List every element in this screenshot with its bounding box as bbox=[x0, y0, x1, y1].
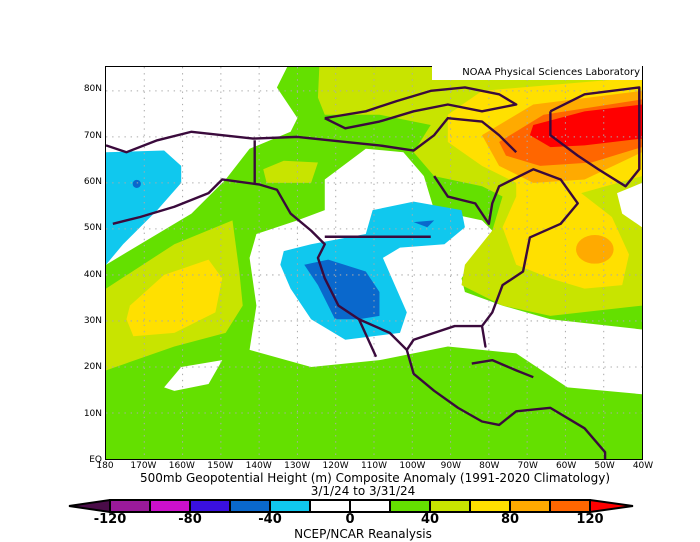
fill-white-northpacific bbox=[106, 67, 298, 265]
colorbar-label: 80 bbox=[500, 512, 520, 527]
colorbar-swatch bbox=[149, 499, 191, 513]
colorbar-low-arrow bbox=[68, 499, 111, 513]
x-tick-label: 100W bbox=[399, 461, 426, 471]
x-tick-label: 120W bbox=[322, 461, 349, 471]
y-tick-label: 60N bbox=[83, 176, 102, 187]
x-tick-label: 70W bbox=[517, 461, 538, 471]
colorbar-label: -40 bbox=[258, 512, 282, 527]
x-tick-label: 50W bbox=[594, 461, 615, 471]
x-tick-label: 110W bbox=[360, 461, 388, 471]
colorbar-swatch bbox=[429, 499, 471, 513]
colorbar-swatch bbox=[309, 499, 351, 513]
colorbar-swatch bbox=[269, 499, 311, 513]
y-tick-label: 40N bbox=[83, 269, 102, 280]
colorbar-label: -80 bbox=[178, 512, 202, 527]
x-tick-label: 80W bbox=[479, 461, 500, 471]
fill-red-greenland bbox=[529, 104, 642, 148]
contour-map bbox=[105, 67, 643, 459]
fill-orange-newfoundland bbox=[576, 235, 614, 264]
coast-alaska-arctic bbox=[105, 116, 518, 154]
colorbar-swatch bbox=[549, 499, 591, 513]
x-tick-label: 170W bbox=[130, 461, 157, 471]
x-tick-label: 90W bbox=[440, 461, 462, 471]
colorbar-swatch bbox=[469, 499, 511, 513]
coast-cuba bbox=[471, 358, 534, 379]
colorbar-swatch bbox=[109, 499, 151, 513]
colorbar-label: 0 bbox=[345, 512, 355, 527]
colorbar-label: 40 bbox=[420, 512, 440, 527]
fill-white-hawaii bbox=[164, 360, 223, 391]
fill-blue-bering bbox=[132, 179, 141, 189]
data-source: NCEP/NCAR Reanalysis bbox=[294, 527, 432, 541]
coast-mexico-central-america bbox=[358, 318, 607, 459]
map-title: 500mb Geopotential Height (m) Composite … bbox=[139, 471, 610, 485]
y-tick-label: 80N bbox=[83, 84, 102, 95]
colorbar-label: -120 bbox=[93, 512, 127, 527]
colorbar-label: 120 bbox=[576, 512, 604, 527]
fill-yellowgreen-yukon bbox=[263, 160, 318, 183]
coast-greenland bbox=[549, 86, 641, 188]
y-tick-label: 30N bbox=[83, 315, 102, 326]
x-tick-label: 140W bbox=[245, 461, 272, 471]
colorbar-swatch bbox=[349, 499, 391, 513]
y-tick-label: EQ bbox=[89, 455, 102, 465]
coast-aleutians bbox=[112, 178, 378, 358]
colorbar bbox=[68, 499, 634, 513]
y-tick-label: 70N bbox=[83, 130, 102, 141]
x-tick-label: 40W bbox=[632, 461, 654, 471]
colorbar-swatch bbox=[189, 499, 231, 513]
credit-label: NOAA Physical Sciences Laboratory bbox=[432, 66, 642, 80]
y-tick-label: 10N bbox=[83, 408, 102, 419]
fill-cyan-bering bbox=[106, 150, 182, 265]
colorbar-high-arrow bbox=[589, 499, 634, 513]
fill-blue-plains bbox=[413, 220, 435, 228]
coastlines bbox=[105, 86, 641, 459]
x-tick-label: 130W bbox=[284, 461, 311, 471]
x-tick-label: 60W bbox=[555, 461, 577, 471]
date-range: 3/1/24 to 3/31/24 bbox=[310, 484, 416, 498]
fill-white-labrador-sea bbox=[617, 182, 642, 228]
coast-arctic-islands bbox=[324, 86, 518, 130]
y-tick-label: 50N bbox=[83, 223, 102, 234]
coast-gulf-east bbox=[405, 168, 579, 351]
map-panel bbox=[105, 66, 643, 460]
colorbar-swatch bbox=[389, 499, 431, 513]
colorbar-swatch bbox=[509, 499, 551, 513]
x-tick-label: 150W bbox=[207, 461, 234, 471]
x-tick-label: 160W bbox=[168, 461, 195, 471]
fill-yellow-pacific bbox=[126, 259, 223, 337]
x-tick-label: 180 bbox=[96, 461, 114, 471]
colorbar-swatch bbox=[229, 499, 271, 513]
y-tick-label: 20N bbox=[83, 362, 102, 373]
